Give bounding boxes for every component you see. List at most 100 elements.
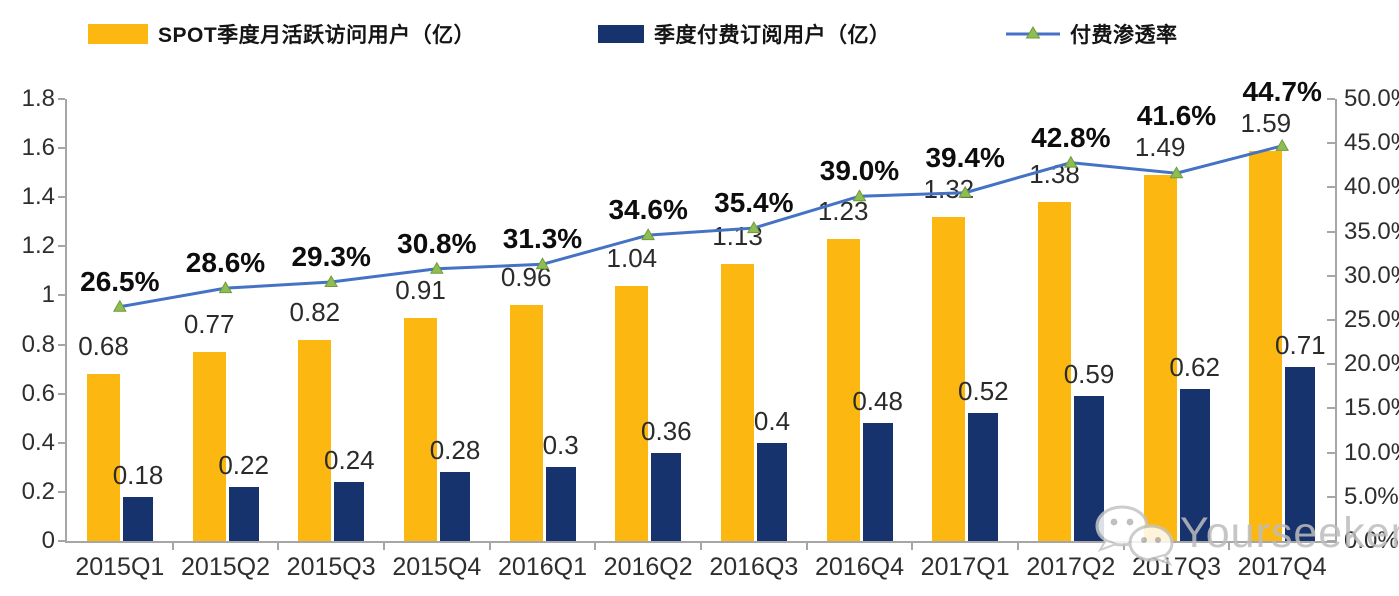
y-left-tick-mark	[58, 343, 65, 346]
x-axis-tick-mark	[171, 543, 174, 550]
y-right-tick-mark	[1327, 319, 1335, 321]
watermark-text: Yourseeker	[1180, 508, 1399, 557]
y-left-tick-label: 1.6	[21, 134, 55, 162]
x-axis-tick-mark	[805, 543, 808, 550]
y-left-tick-mark	[58, 147, 65, 150]
y-right-tick-label: 0.0%	[1344, 527, 1399, 554]
bar-mau	[509, 305, 543, 541]
bar-mau	[404, 317, 437, 541]
y-right-tick-mark	[1327, 540, 1335, 542]
penetration-value-label: 35.4%	[714, 187, 794, 219]
y-left-tick-mark	[58, 540, 65, 542]
y-left-tick-mark	[58, 98, 65, 100]
y-right-tick-label: 5.0%	[1344, 482, 1399, 510]
x-tick-label: 2015Q1	[75, 553, 165, 581]
x-axis-tick-mark	[700, 543, 702, 550]
bar-value-label-subscribers: 0.24	[324, 445, 375, 476]
line-marker	[218, 281, 233, 294]
penetration-value-label: 41.6%	[1136, 100, 1217, 132]
y-left-tick-label: 1	[41, 281, 55, 309]
y-right-tick-label: 40.0%	[1344, 173, 1399, 201]
line-marker	[641, 228, 656, 241]
y-right-tick-mark	[1327, 98, 1335, 100]
bar-subscribers	[968, 413, 999, 541]
x-axis-tick-mark	[594, 543, 597, 550]
subscribers-bar-swatch	[598, 25, 644, 43]
x-axis-tick-mark	[383, 543, 385, 550]
line-marker	[1275, 138, 1290, 151]
y-left-tick-mark	[58, 490, 65, 493]
y-left-tick-label: 0.2	[21, 477, 55, 505]
bar-subscribers	[757, 442, 787, 541]
x-axis-tick-mark	[488, 543, 491, 550]
x-axis-tick-mark	[277, 543, 280, 550]
bar-mau	[298, 339, 332, 541]
y-right-tick-label: 50.0%	[1344, 85, 1399, 112]
y-right-tick-mark	[1327, 186, 1335, 189]
x-tick-label: 2017Q2	[1026, 553, 1116, 581]
bar-value-label-subscribers: 0.52	[958, 376, 1009, 407]
line-marker	[324, 274, 339, 287]
bar-value-label-mau: 0.68	[78, 331, 129, 362]
bar-value-label-subscribers: 0.48	[852, 386, 903, 417]
legend-label-mau: SPOT季度月活跃访问用户（亿）	[158, 24, 476, 47]
y-left-tick-label: 0.4	[21, 428, 55, 456]
bar-subscribers	[1285, 366, 1316, 541]
x-tick-label: 2015Q3	[286, 553, 376, 581]
x-tick-label: 2017Q4	[1237, 553, 1327, 581]
x-tick-label: 2016Q2	[603, 553, 693, 581]
y-left-tick-label: 0.6	[21, 379, 55, 407]
y-right-tick-label: 15.0%	[1344, 394, 1399, 422]
y-left-tick-mark	[58, 196, 65, 199]
bar-value-label-subscribers: 0.4	[753, 405, 791, 436]
legend-item-penetration: 付费渗透率	[1006, 18, 1178, 50]
bar-mau	[192, 351, 226, 541]
bar-subscribers	[123, 496, 153, 541]
y-left-tick-mark	[58, 441, 65, 444]
y-right-tick-mark	[1327, 274, 1335, 277]
y-right-tick-mark	[1327, 407, 1335, 410]
bar-value-label-subscribers: 0.28	[429, 435, 481, 466]
y-right-tick-label: 35.0%	[1344, 217, 1399, 245]
y-left-tick-label: 0	[41, 527, 55, 554]
legend-label-penetration: 付费渗透率	[1070, 24, 1178, 47]
legend-item-mau: SPOT季度月活跃访问用户（亿）	[88, 18, 475, 50]
y-left-tick-label: 1.4	[21, 183, 55, 211]
line-marker	[429, 261, 444, 274]
bar-subscribers	[545, 467, 576, 541]
x-tick-label: 2017Q1	[920, 553, 1010, 581]
bottom-axis-line	[65, 541, 1337, 543]
x-axis-tick-mark	[1122, 543, 1125, 550]
bar-subscribers	[651, 452, 682, 541]
legend-item-subscribers: 季度付费订阅用户（亿）	[598, 18, 891, 50]
y-left-tick-mark	[58, 392, 65, 395]
x-tick-label: 2016Q3	[709, 553, 799, 581]
y-left-tick-label: 0.8	[21, 330, 55, 358]
y-right-tick-label: 25.0%	[1344, 306, 1399, 333]
x-tick-label: 2016Q1	[498, 553, 587, 581]
y-right-tick-label: 20.0%	[1344, 350, 1399, 378]
y-right-tick-mark	[1327, 230, 1335, 233]
y-right-tick-label: 30.0%	[1344, 261, 1399, 289]
x-axis-tick-mark	[1017, 543, 1019, 550]
x-axis-tick-mark	[1228, 543, 1231, 550]
bar-value-label-subscribers: 0.22	[218, 449, 269, 480]
x-tick-label: 2015Q2	[181, 553, 270, 581]
bar-value-label-subscribers: 0.36	[641, 415, 692, 446]
bar-value-label-mau: 1.59	[1240, 107, 1292, 138]
bar-subscribers	[334, 482, 365, 541]
legend-label-subscribers: 季度付费订阅用户（亿）	[654, 24, 891, 47]
x-tick-label: 2015Q4	[392, 553, 482, 581]
x-axis-tick-mark	[911, 543, 914, 550]
bar-mau	[615, 285, 649, 541]
y-left-tick-mark	[58, 245, 65, 248]
wechat-icon	[1095, 505, 1174, 566]
y-right-tick-label: 45.0%	[1344, 129, 1399, 157]
mau-bar-swatch	[88, 24, 148, 44]
y-right-tick-mark	[1327, 142, 1335, 145]
bar-value-label-mau: 1.13	[712, 220, 763, 251]
bar-subscribers	[1179, 388, 1210, 541]
bar-value-label-subscribers: 0.71	[1275, 329, 1326, 360]
y-right-tick-mark	[1327, 363, 1335, 366]
